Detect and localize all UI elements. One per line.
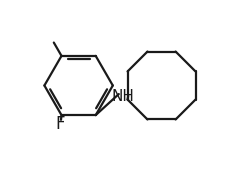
Text: NH: NH (112, 89, 134, 104)
Text: F: F (55, 115, 65, 133)
